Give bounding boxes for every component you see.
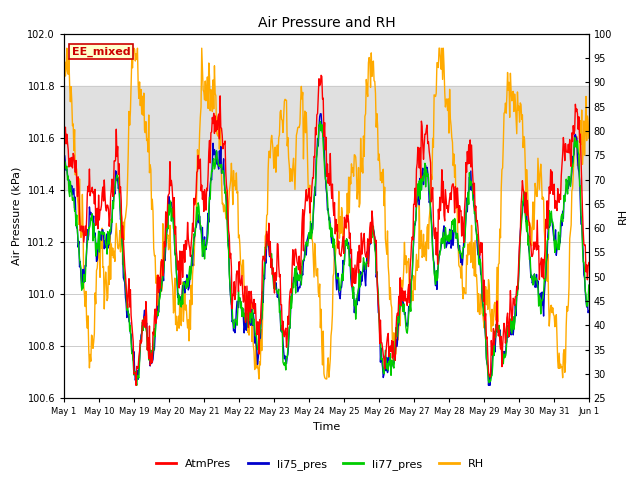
Y-axis label: Air Pressure (kPa): Air Pressure (kPa) [12, 167, 22, 265]
Y-axis label: RH: RH [618, 208, 628, 224]
Title: Air Pressure and RH: Air Pressure and RH [257, 16, 396, 30]
Legend: AtmPres, li75_pres, li77_pres, RH: AtmPres, li75_pres, li77_pres, RH [152, 455, 488, 474]
Bar [64, 86, 589, 190]
Text: EE_mixed: EE_mixed [72, 47, 131, 57]
X-axis label: Time: Time [313, 422, 340, 432]
